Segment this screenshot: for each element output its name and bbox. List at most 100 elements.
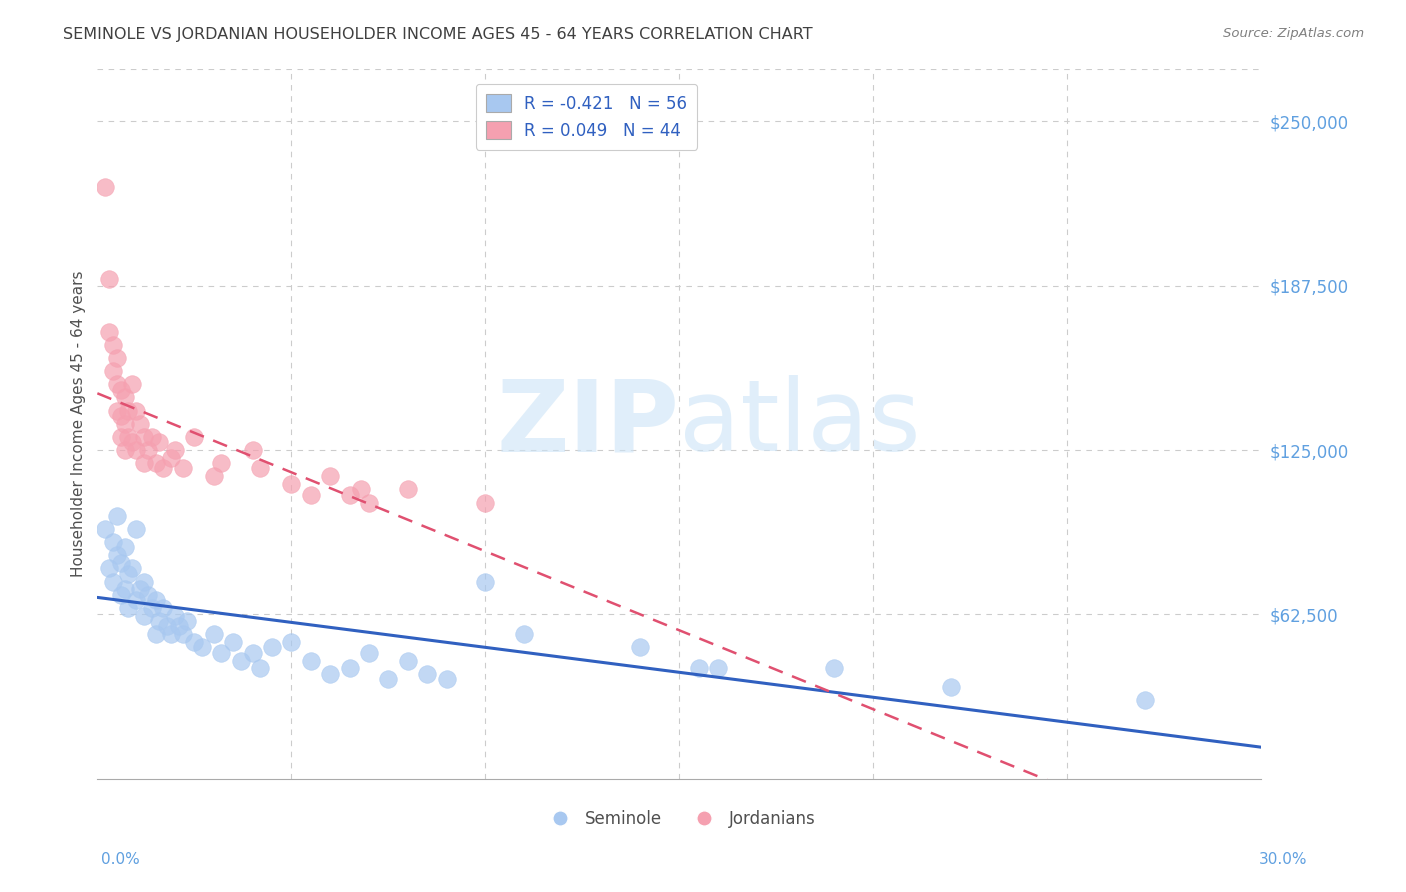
- Point: [299, 653, 322, 667]
- Point: [132, 456, 155, 470]
- Point: [117, 600, 139, 615]
- Point: [824, 661, 846, 675]
- Point: [98, 561, 121, 575]
- Point: [160, 627, 183, 641]
- Point: [319, 469, 342, 483]
- Point: [211, 456, 233, 470]
- Point: [141, 430, 163, 444]
- Point: [105, 403, 128, 417]
- Point: [280, 477, 302, 491]
- Point: [145, 627, 167, 641]
- Point: [167, 619, 190, 633]
- Point: [148, 614, 170, 628]
- Point: [110, 430, 132, 444]
- Point: [156, 619, 179, 633]
- Point: [114, 541, 136, 555]
- Point: [121, 561, 143, 575]
- Point: [152, 600, 174, 615]
- Point: [101, 535, 124, 549]
- Point: [357, 646, 380, 660]
- Point: [129, 582, 152, 597]
- Point: [357, 496, 380, 510]
- Point: [249, 461, 271, 475]
- Point: [172, 461, 194, 475]
- Text: ZIP: ZIP: [496, 376, 679, 472]
- Point: [211, 646, 233, 660]
- Point: [129, 417, 152, 431]
- Point: [136, 588, 159, 602]
- Point: [339, 661, 361, 675]
- Text: Source: ZipAtlas.com: Source: ZipAtlas.com: [1223, 27, 1364, 40]
- Point: [117, 403, 139, 417]
- Point: [101, 338, 124, 352]
- Point: [117, 430, 139, 444]
- Point: [94, 180, 117, 194]
- Point: [474, 496, 496, 510]
- Point: [339, 488, 361, 502]
- Point: [202, 627, 225, 641]
- Point: [105, 351, 128, 365]
- Point: [125, 593, 148, 607]
- Point: [105, 508, 128, 523]
- Point: [350, 483, 373, 497]
- Point: [152, 461, 174, 475]
- Point: [132, 608, 155, 623]
- Point: [94, 522, 117, 536]
- Point: [141, 600, 163, 615]
- Point: [117, 566, 139, 581]
- Point: [416, 666, 439, 681]
- Text: atlas: atlas: [679, 376, 921, 472]
- Point: [105, 549, 128, 563]
- Point: [939, 680, 962, 694]
- Y-axis label: Householder Income Ages 45 - 64 years: Householder Income Ages 45 - 64 years: [72, 270, 86, 577]
- Point: [110, 409, 132, 423]
- Text: SEMINOLE VS JORDANIAN HOUSEHOLDER INCOME AGES 45 - 64 YEARS CORRELATION CHART: SEMINOLE VS JORDANIAN HOUSEHOLDER INCOME…: [63, 27, 813, 42]
- Point: [630, 640, 652, 655]
- Point: [110, 556, 132, 570]
- Point: [242, 443, 264, 458]
- Point: [688, 661, 710, 675]
- Point: [98, 272, 121, 286]
- Point: [121, 377, 143, 392]
- Point: [176, 614, 198, 628]
- Legend: Seminole, Jordanians: Seminole, Jordanians: [537, 803, 823, 835]
- Point: [125, 443, 148, 458]
- Point: [163, 608, 186, 623]
- Point: [249, 661, 271, 675]
- Point: [396, 653, 419, 667]
- Point: [513, 627, 536, 641]
- Point: [114, 582, 136, 597]
- Point: [1133, 693, 1156, 707]
- Point: [132, 430, 155, 444]
- Point: [377, 672, 399, 686]
- Point: [707, 661, 730, 675]
- Point: [114, 391, 136, 405]
- Point: [191, 640, 214, 655]
- Point: [121, 435, 143, 450]
- Point: [136, 443, 159, 458]
- Point: [183, 635, 205, 649]
- Point: [110, 588, 132, 602]
- Point: [114, 443, 136, 458]
- Point: [101, 574, 124, 589]
- Point: [222, 635, 245, 649]
- Point: [396, 483, 419, 497]
- Point: [299, 488, 322, 502]
- Point: [260, 640, 283, 655]
- Point: [125, 522, 148, 536]
- Text: 30.0%: 30.0%: [1260, 852, 1308, 867]
- Point: [148, 435, 170, 450]
- Point: [229, 653, 252, 667]
- Point: [105, 377, 128, 392]
- Point: [474, 574, 496, 589]
- Point: [160, 450, 183, 465]
- Point: [319, 666, 342, 681]
- Point: [98, 325, 121, 339]
- Point: [172, 627, 194, 641]
- Point: [163, 443, 186, 458]
- Point: [280, 635, 302, 649]
- Point: [436, 672, 458, 686]
- Point: [242, 646, 264, 660]
- Point: [145, 593, 167, 607]
- Point: [110, 383, 132, 397]
